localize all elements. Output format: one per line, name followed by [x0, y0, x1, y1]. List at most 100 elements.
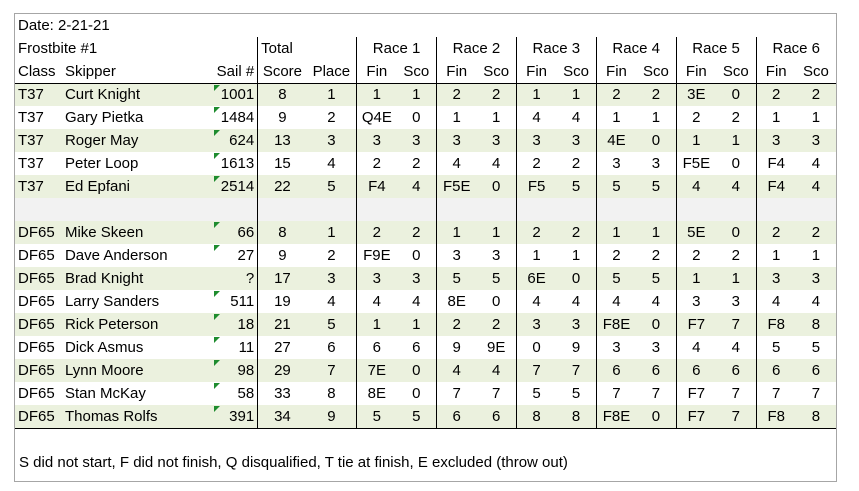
total-score-cell[interactable]: 9 [257, 106, 307, 129]
empty-cell[interactable] [15, 198, 62, 221]
race-fin-cell[interactable]: 7E [356, 359, 397, 382]
race-sco-cell[interactable]: 3 [556, 129, 597, 152]
total-score-cell[interactable]: 9 [257, 244, 307, 267]
empty-cell[interactable] [595, 198, 637, 221]
race-sco-cell[interactable]: 5 [811, 339, 821, 356]
comment-indicator-icon[interactable] [213, 337, 220, 343]
race-sco-cell[interactable]: 6 [716, 359, 757, 382]
race-fin-cell[interactable]: 7 [515, 359, 557, 382]
class-cell[interactable]: DF65 [15, 359, 62, 382]
header-place[interactable]: Place [306, 60, 357, 84]
race-fin-cell[interactable]: 4E [595, 129, 637, 152]
header-fin[interactable]: Fin [595, 60, 637, 84]
race-sco-cell[interactable]: 7 [731, 385, 740, 402]
race-sco-cell[interactable]: 8 [795, 313, 836, 336]
race-sco-cell[interactable]: 1 [651, 109, 661, 126]
race-sco-cell[interactable]: 4 [492, 155, 501, 172]
race-sco-cell[interactable]: 5 [571, 385, 581, 402]
total-score-cell[interactable]: 8 [257, 83, 307, 106]
race-fin-cell[interactable]: 2 [436, 83, 477, 106]
empty-cell[interactable] [61, 198, 212, 221]
total-score-cell[interactable]: 13 [257, 129, 307, 152]
empty-cell[interactable] [211, 198, 258, 221]
race-sco-cell[interactable]: 4 [476, 359, 517, 382]
race-sco-cell[interactable]: 0 [556, 267, 597, 290]
race-sco-cell[interactable]: 2 [556, 221, 597, 244]
sail-cell[interactable]: 58 [212, 382, 258, 405]
race-sco-cell[interactable]: 5 [476, 267, 517, 290]
race-fin-cell[interactable]: 2 [675, 244, 717, 267]
class-cell[interactable]: T37 [15, 129, 62, 152]
class-cell[interactable]: DF65 [15, 313, 62, 336]
race-fin-cell[interactable]: F5 [515, 175, 557, 198]
race-fin-cell[interactable]: 1 [675, 267, 717, 290]
place-cell[interactable]: 3 [306, 129, 357, 152]
race-fin-cell[interactable]: 1 [515, 244, 557, 267]
race-sco-cell[interactable]: 1 [396, 313, 437, 336]
race-fin-cell[interactable]: F8E [595, 405, 637, 429]
skipper-cell[interactable]: Ed Epfani [61, 175, 212, 198]
sail-cell[interactable]: 11 [212, 336, 258, 359]
comment-indicator-icon[interactable] [213, 406, 220, 412]
total-score-cell[interactable]: 34 [257, 405, 307, 429]
race-fin-cell[interactable]: 4 [515, 290, 557, 313]
race-fin-cell[interactable]: 2 [356, 221, 397, 244]
empty-cell[interactable] [636, 198, 677, 221]
race-fin-cell[interactable]: 3 [515, 129, 557, 152]
race-fin-cell[interactable]: 5 [595, 175, 637, 198]
race-fin-cell[interactable]: 8 [515, 405, 557, 429]
race-sco-cell[interactable]: 1 [636, 221, 677, 244]
header-race-1[interactable]: Race 1 [356, 37, 437, 60]
race-fin-cell[interactable]: 8E [436, 290, 477, 313]
header-race-2[interactable]: Race 2 [436, 37, 517, 60]
race-sco-cell[interactable]: 6 [476, 405, 517, 429]
sail-cell[interactable]: 1001 [211, 83, 258, 106]
race-sco-cell[interactable]: 3 [556, 313, 597, 336]
total-score-cell[interactable]: 17 [257, 267, 307, 290]
race-fin-cell[interactable]: 5 [515, 382, 557, 405]
header-fin[interactable]: Fin [436, 60, 477, 84]
empty-cell[interactable] [716, 198, 757, 221]
comment-indicator-icon[interactable] [213, 383, 220, 389]
place-cell[interactable]: 4 [327, 293, 336, 310]
race-sco-cell[interactable]: 3 [795, 267, 836, 290]
race-fin-cell[interactable]: 1 [595, 106, 637, 129]
empty-cell[interactable] [515, 198, 557, 221]
empty-cell[interactable] [675, 198, 717, 221]
race-fin-cell[interactable]: 6E [515, 267, 557, 290]
skipper-cell[interactable]: Dave Anderson [64, 247, 168, 264]
race-sco-cell[interactable]: 8 [795, 405, 836, 429]
event-title-cell[interactable]: Frostbite #1 [18, 40, 98, 57]
header-race-5[interactable]: Race 5 [675, 37, 757, 60]
sail-cell[interactable]: 1613 [212, 152, 258, 175]
place-cell[interactable]: 1 [306, 221, 357, 244]
race-sco-cell[interactable]: 8 [556, 405, 597, 429]
header-fin[interactable]: Fin [356, 60, 397, 84]
race-sco-cell[interactable]: 2 [636, 83, 677, 106]
race-sco-cell[interactable]: 0 [412, 109, 421, 126]
race-fin-cell[interactable]: Q4E [356, 106, 397, 129]
race-sco-cell[interactable]: 0 [476, 175, 517, 198]
header-sco[interactable]: Sco [556, 60, 597, 84]
empty-cell[interactable] [476, 198, 517, 221]
header-sco[interactable]: Sco [476, 60, 517, 84]
race-fin-cell[interactable]: 5 [356, 405, 397, 429]
race-fin-cell[interactable]: 6 [755, 359, 796, 382]
race-sco-cell[interactable]: 7 [556, 359, 597, 382]
header-sco[interactable]: Sco [396, 60, 437, 84]
race-sco-cell[interactable]: 4 [412, 293, 421, 310]
header-sail[interactable]: Sail # [211, 60, 258, 84]
skipper-cell[interactable]: Larry Sanders [64, 293, 160, 310]
class-cell[interactable]: T37 [18, 109, 44, 126]
race-sco-cell[interactable]: 4 [731, 339, 740, 356]
race-sco-cell[interactable]: 4 [571, 293, 581, 310]
total-score-cell[interactable]: 19 [257, 290, 307, 313]
class-cell[interactable]: DF65 [15, 405, 62, 429]
header-total[interactable]: Total [257, 37, 357, 60]
race-sco-cell[interactable]: 9E [486, 339, 506, 356]
race-sco-cell[interactable]: 0 [412, 247, 421, 264]
total-score-cell[interactable]: 27 [257, 336, 307, 359]
race-sco-cell[interactable]: 6 [636, 359, 677, 382]
race-fin-cell[interactable]: 4 [436, 359, 477, 382]
comment-indicator-icon[interactable] [213, 314, 220, 320]
